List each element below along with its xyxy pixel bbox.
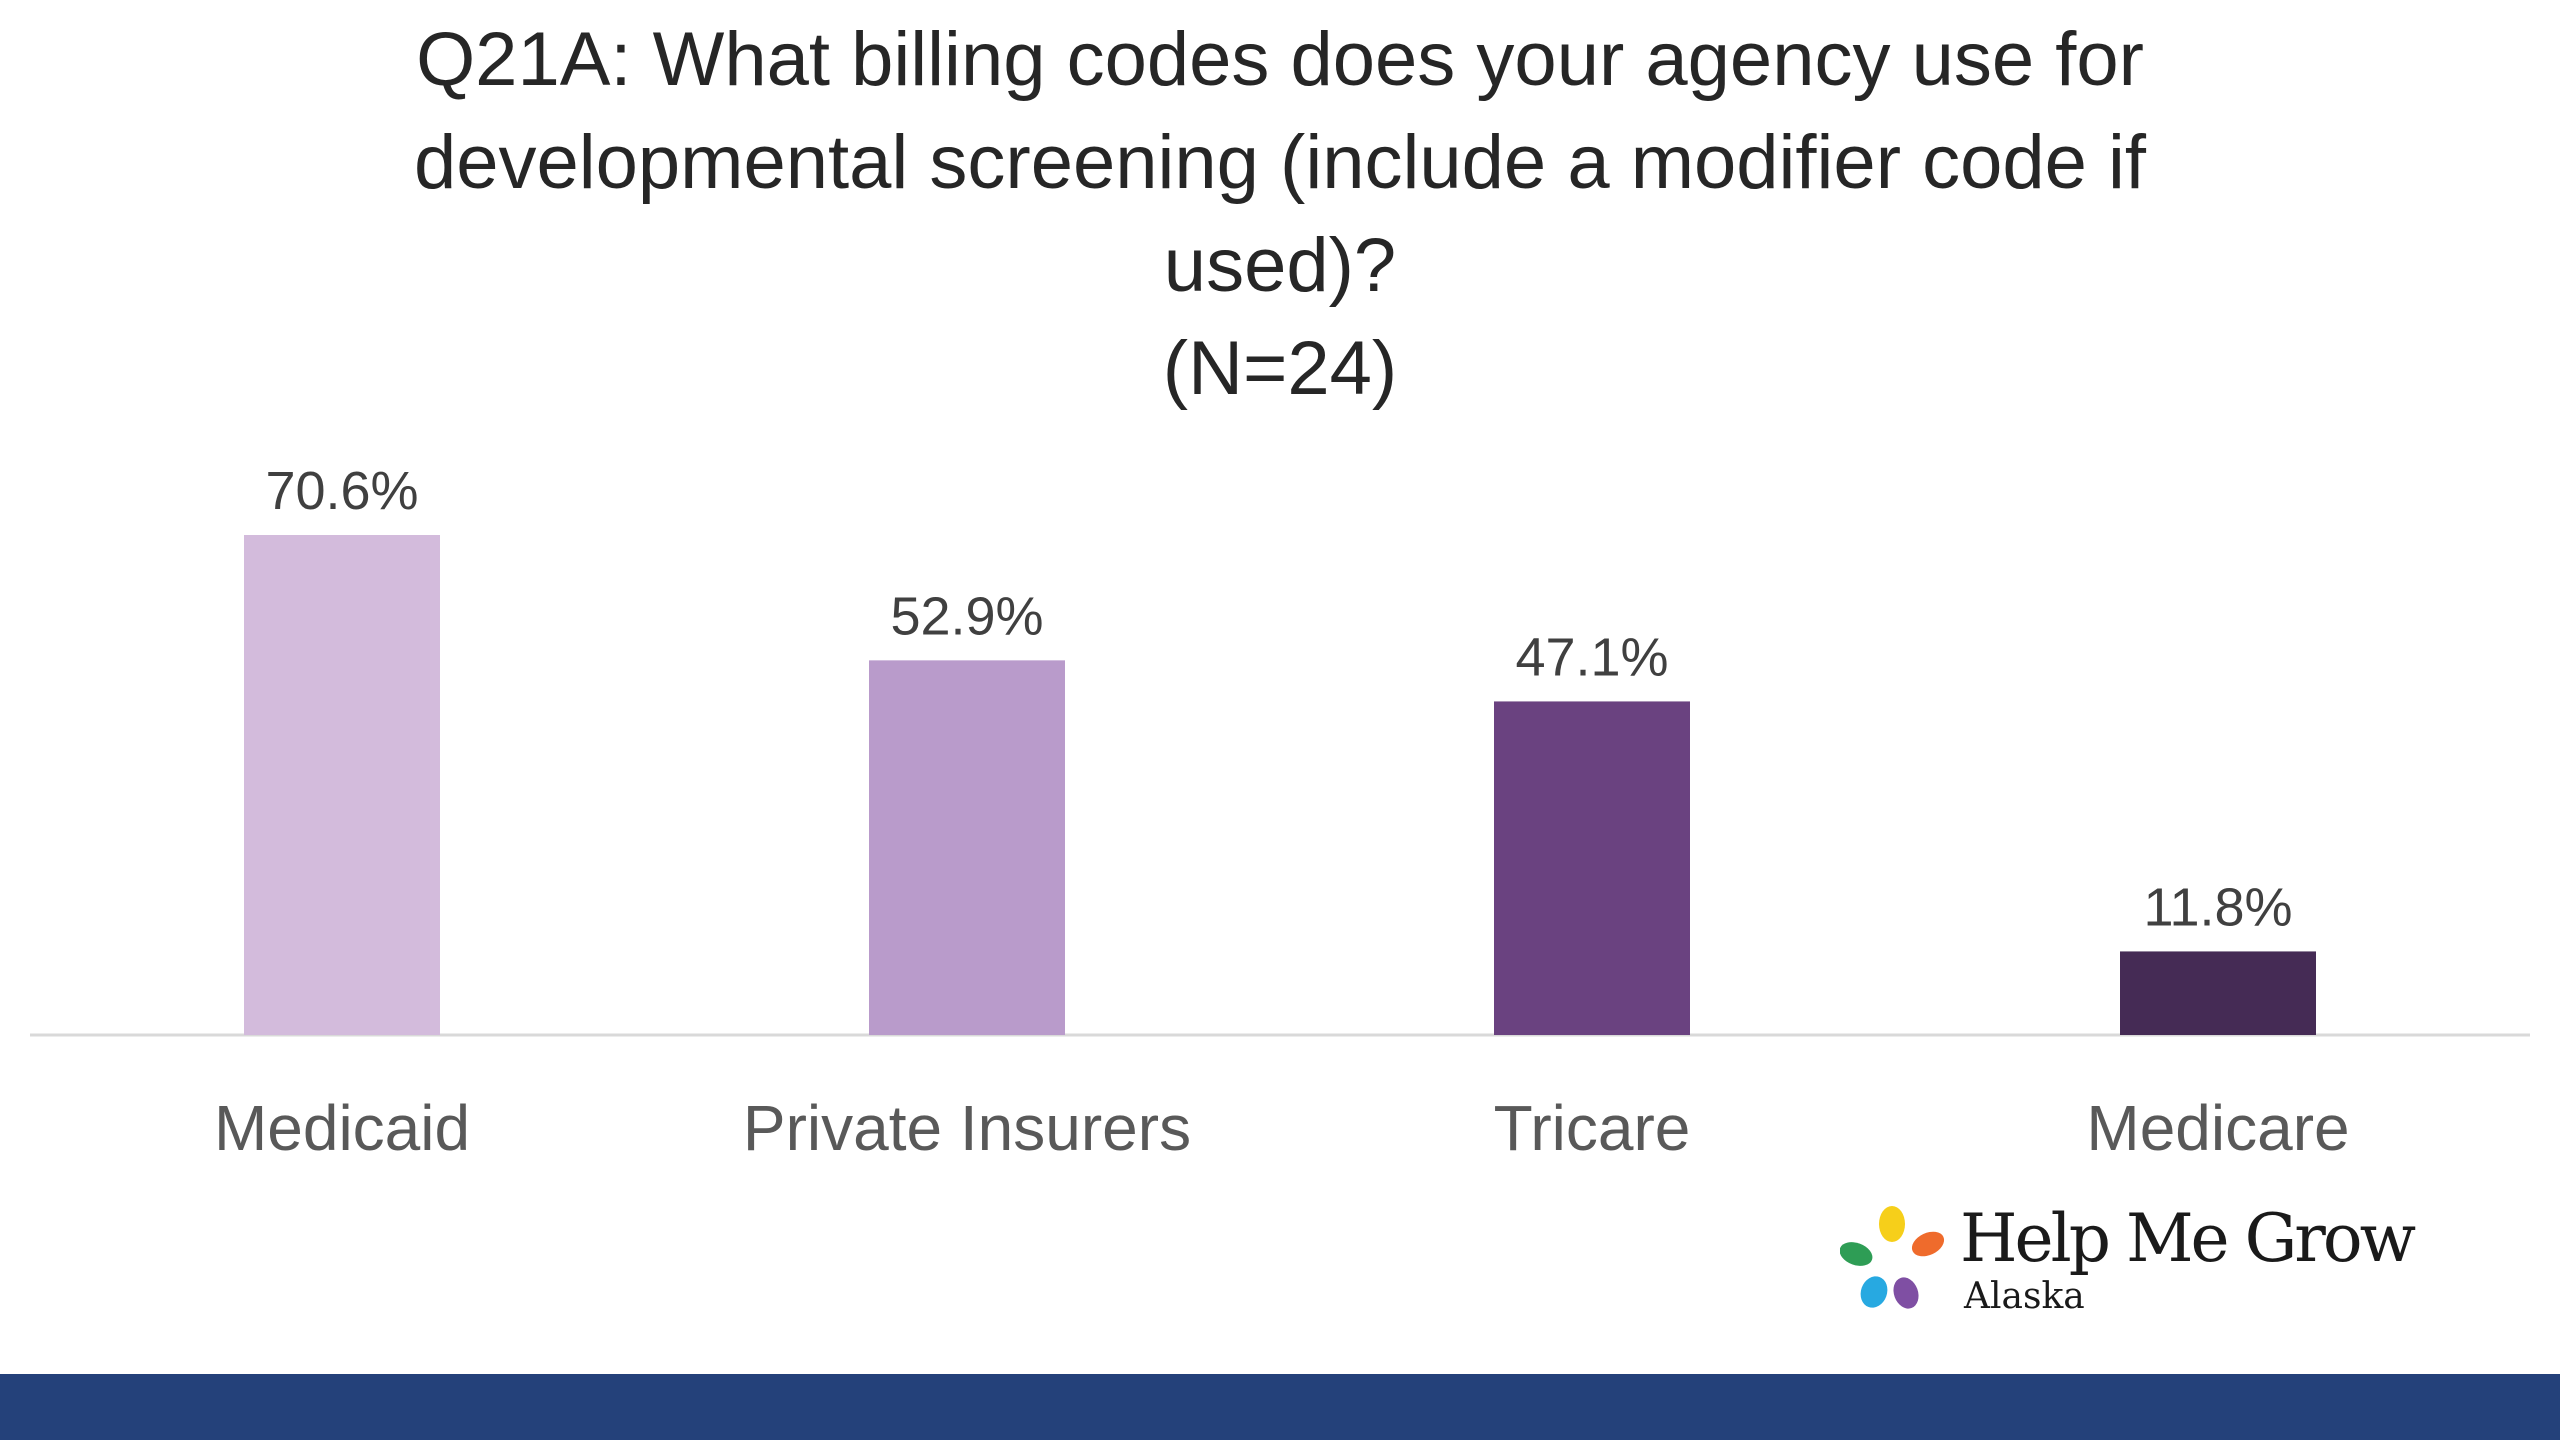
category-label-medicare: Medicare — [2086, 1092, 2349, 1164]
value-label-medicare: 11.8% — [2143, 877, 2292, 937]
logo-subtitle: Alaska — [1964, 1276, 2085, 1317]
chart-title: Q21A: What billing codes does your agenc… — [0, 8, 2560, 420]
title-line-2: developmental screening (include a modif… — [413, 120, 2147, 205]
bar-medicare — [2120, 951, 2316, 1035]
footer-bar — [0, 1374, 2560, 1440]
logo-name: Help Me Grow — [1960, 1200, 2416, 1277]
category-label-tricare: Tricare — [1494, 1092, 1691, 1164]
help-me-grow-logo: Help Me Grow Alaska — [1840, 1200, 2416, 1320]
category-label-medicaid: Medicaid — [214, 1092, 470, 1164]
bar-tricare — [1494, 701, 1690, 1035]
title-line-1: Q21A: What billing codes does your agenc… — [416, 17, 2144, 102]
flower-logo-icon — [1840, 1206, 1945, 1309]
title-line-3: used)? — [1163, 223, 1397, 308]
bar-medicaid — [244, 535, 440, 1035]
value-label-private-insurers: 52.9% — [890, 586, 1043, 646]
title-line-4: (N=24) — [1162, 326, 1398, 411]
bar-private-insurers — [869, 660, 1065, 1035]
bars-group: 70.6% Medicaid 52.9% Private Insurers 47.1% T… — [214, 461, 2350, 1164]
bar-chart: 70.6% Medicaid 52.9% Private Insurers 47.1% T… — [30, 461, 2530, 1164]
value-label-medicaid: 70.6% — [265, 461, 418, 521]
category-label-private-insurers: Private Insurers — [743, 1092, 1191, 1164]
value-label-tricare: 47.1% — [1515, 627, 1668, 687]
